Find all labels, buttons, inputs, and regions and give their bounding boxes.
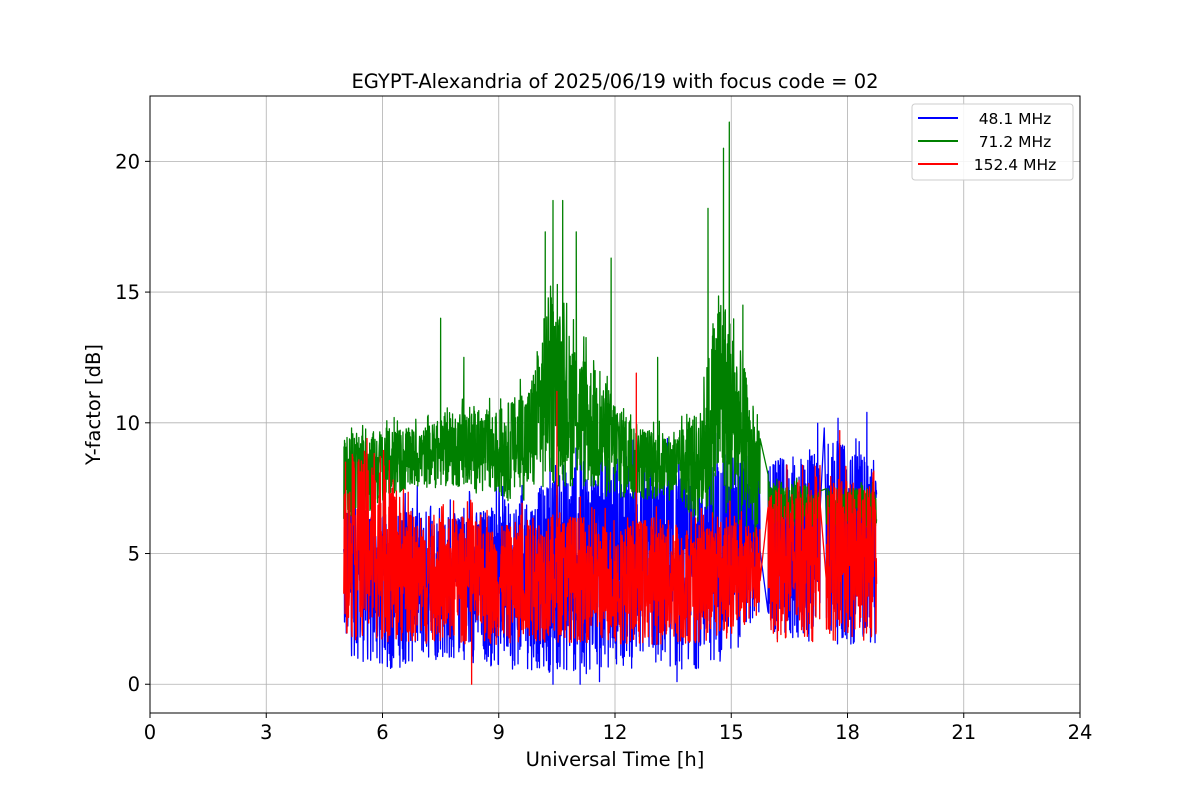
- x-tick-label: 18: [835, 721, 860, 744]
- ticks-layer: 0 3 6 9 12 15 18 21 24 0 5 10 15 20: [115, 150, 1092, 744]
- x-tick-label: 15: [719, 721, 744, 744]
- series-3: [343, 372, 878, 685]
- x-tick-label: 3: [260, 721, 272, 744]
- y-tick-label: 0: [128, 673, 140, 696]
- series-layer: [343, 121, 878, 685]
- legend-box: [911, 103, 1074, 181]
- series-line: [343, 372, 878, 685]
- y-tick-label: 5: [128, 543, 140, 566]
- y-axis-label: Y-factor [dB]: [82, 344, 105, 466]
- x-tick-label: 6: [376, 721, 388, 744]
- series-2: [343, 121, 878, 539]
- y-tick-label: 20: [115, 150, 140, 173]
- y-tick-label: 10: [115, 412, 140, 435]
- x-tick-label: 9: [493, 721, 505, 744]
- x-axis-label: Universal Time [h]: [526, 748, 705, 771]
- series-line: [343, 121, 878, 539]
- legend-label: 48.1 MHz: [979, 110, 1052, 128]
- x-tick-label: 0: [144, 721, 156, 744]
- y-tick-label: 15: [115, 281, 140, 304]
- legend-label: 71.2 MHz: [979, 133, 1052, 151]
- x-tick-label: 24: [1068, 721, 1093, 744]
- legend-label: 152.4 MHz: [974, 156, 1056, 174]
- x-tick-label: 12: [603, 721, 628, 744]
- chart-title: EGYPT-Alexandria of 2025/06/19 with focu…: [351, 70, 878, 93]
- legend: 48.1 MHz 71.2 MHz 152.4 MHz: [911, 103, 1074, 181]
- x-tick-label: 21: [951, 721, 976, 744]
